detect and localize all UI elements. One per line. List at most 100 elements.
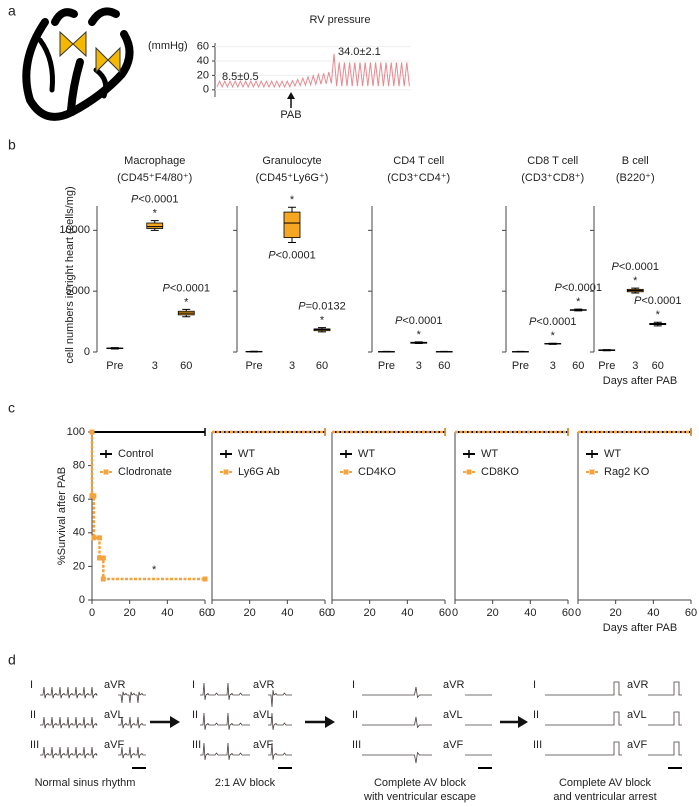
x-tick-label: 60 xyxy=(319,607,331,619)
p-value: <0.0001 xyxy=(619,261,659,273)
arrow-head xyxy=(518,716,528,728)
x-tick-label: 3 xyxy=(289,360,295,372)
survival-point xyxy=(91,535,97,541)
x-tick-label: 0 xyxy=(575,607,581,619)
significance-star: * xyxy=(633,275,638,287)
heart-wall xyxy=(68,30,134,116)
y-tick-label: 40 xyxy=(197,55,209,67)
panel-label: d xyxy=(8,652,16,668)
ecg-trace xyxy=(200,742,250,760)
x-tick-label: 40 xyxy=(281,607,293,619)
caption: Normal sinus rhythm xyxy=(35,777,136,789)
p-value: <0.0001 xyxy=(276,249,316,261)
legend-marker xyxy=(103,469,109,475)
ecg-trace xyxy=(545,711,622,726)
ecg-trace xyxy=(118,691,146,704)
survival-point xyxy=(100,576,106,582)
legend-label: CD8KO xyxy=(481,466,519,478)
significance-star: * xyxy=(656,309,661,321)
survival-point xyxy=(91,493,97,499)
p-value: <0.0001 xyxy=(641,295,681,307)
p-symbol: P xyxy=(163,282,171,294)
p-symbol: P xyxy=(131,194,139,206)
legend-marker xyxy=(343,469,349,475)
whisker-high xyxy=(150,220,159,224)
p-annotation: P<0.0001 xyxy=(634,295,681,307)
x-tick-label: 60 xyxy=(685,607,697,619)
y-tick-label: 80 xyxy=(73,460,85,472)
x-tick-label: 3 xyxy=(152,360,158,372)
p-value: <0.0001 xyxy=(138,194,178,206)
x-tick-label: 20 xyxy=(124,607,136,619)
heart-vessel xyxy=(51,8,78,26)
p-symbol: P xyxy=(612,261,620,273)
lead-label: aVR xyxy=(253,679,274,691)
significance-star: * xyxy=(152,564,157,576)
ecg-trace xyxy=(362,686,432,699)
p-symbol: P xyxy=(298,301,306,313)
ecg-trace xyxy=(268,690,292,708)
survival-point xyxy=(100,555,106,561)
ecg-trace xyxy=(118,746,146,759)
legend-marker xyxy=(589,469,595,475)
lead-label: III xyxy=(533,739,542,751)
x-tick-label: 20 xyxy=(364,607,376,619)
x-tick-label: 0 xyxy=(209,607,215,619)
lead-label: aVL xyxy=(443,709,463,721)
p-annotation: P<0.0001 xyxy=(268,249,315,261)
lead-label: aVL xyxy=(104,709,124,721)
y-tick-label: 100 xyxy=(67,426,85,438)
y-tick-label: 0 xyxy=(79,594,85,606)
ecg-trace xyxy=(268,742,292,760)
band-icon xyxy=(95,46,121,74)
p-symbol: P xyxy=(634,295,642,307)
lead-label: II xyxy=(352,709,358,721)
x-tick-label: 20 xyxy=(244,607,256,619)
chart-subtitle: (CD3⁺CD4⁺) xyxy=(387,172,450,184)
p-annotation: P<0.0001 xyxy=(163,282,210,294)
heart-septum xyxy=(67,58,84,114)
panel-label: b xyxy=(8,137,16,153)
caption: Complete AV block xyxy=(374,777,467,789)
band-icon xyxy=(59,30,87,58)
p-symbol: P xyxy=(268,249,276,261)
y-tick-label: 0 xyxy=(203,84,209,96)
p-value: <0.0001 xyxy=(562,282,602,294)
y-tick-label: 60 xyxy=(73,493,85,505)
ecg-trace xyxy=(200,712,250,730)
p-annotation: P<0.0001 xyxy=(555,282,602,294)
x-tick-label: 60 xyxy=(180,360,192,372)
chart-title: Macrophage xyxy=(124,155,185,167)
x-tick-label: 0 xyxy=(452,607,458,619)
survival-point xyxy=(202,576,208,582)
ecg-trace xyxy=(545,741,622,756)
ecg-trace xyxy=(268,712,292,730)
x-tick-label: 40 xyxy=(647,607,659,619)
y-tick-label: 5000 xyxy=(66,285,90,297)
significance-star: * xyxy=(551,330,556,342)
x-tick-label: 0 xyxy=(329,607,335,619)
lead-label: II xyxy=(533,709,539,721)
x-axis-label: Days after PAB xyxy=(603,375,677,387)
value-label: 8.5±0.5 xyxy=(222,71,259,83)
chart-subtitle: (CD45⁺Ly6G⁺) xyxy=(256,172,329,184)
significance-star: * xyxy=(290,194,295,206)
legend-label: WT xyxy=(238,448,255,460)
legend-label: CD4KO xyxy=(358,466,396,478)
chart-subtitle: (B220⁺) xyxy=(616,172,655,184)
x-tick-label: 20 xyxy=(487,607,499,619)
p-symbol: P xyxy=(555,282,563,294)
significance-star: * xyxy=(417,329,422,341)
legend-marker xyxy=(466,469,472,475)
p-value: <0.0001 xyxy=(170,282,210,294)
whisker-high xyxy=(288,206,296,213)
ecg-trace xyxy=(362,716,432,729)
y-axis-label: cell numbers in right heart (cells/mg) xyxy=(64,186,76,363)
y-tick-label: 40 xyxy=(73,527,85,539)
ecg-trace xyxy=(648,681,682,696)
arrow-head xyxy=(325,716,335,728)
significance-star: * xyxy=(320,315,325,327)
lead-label: aVF xyxy=(443,739,463,751)
x-tick-label: 3 xyxy=(550,360,556,372)
x-tick-label: 0 xyxy=(89,607,95,619)
